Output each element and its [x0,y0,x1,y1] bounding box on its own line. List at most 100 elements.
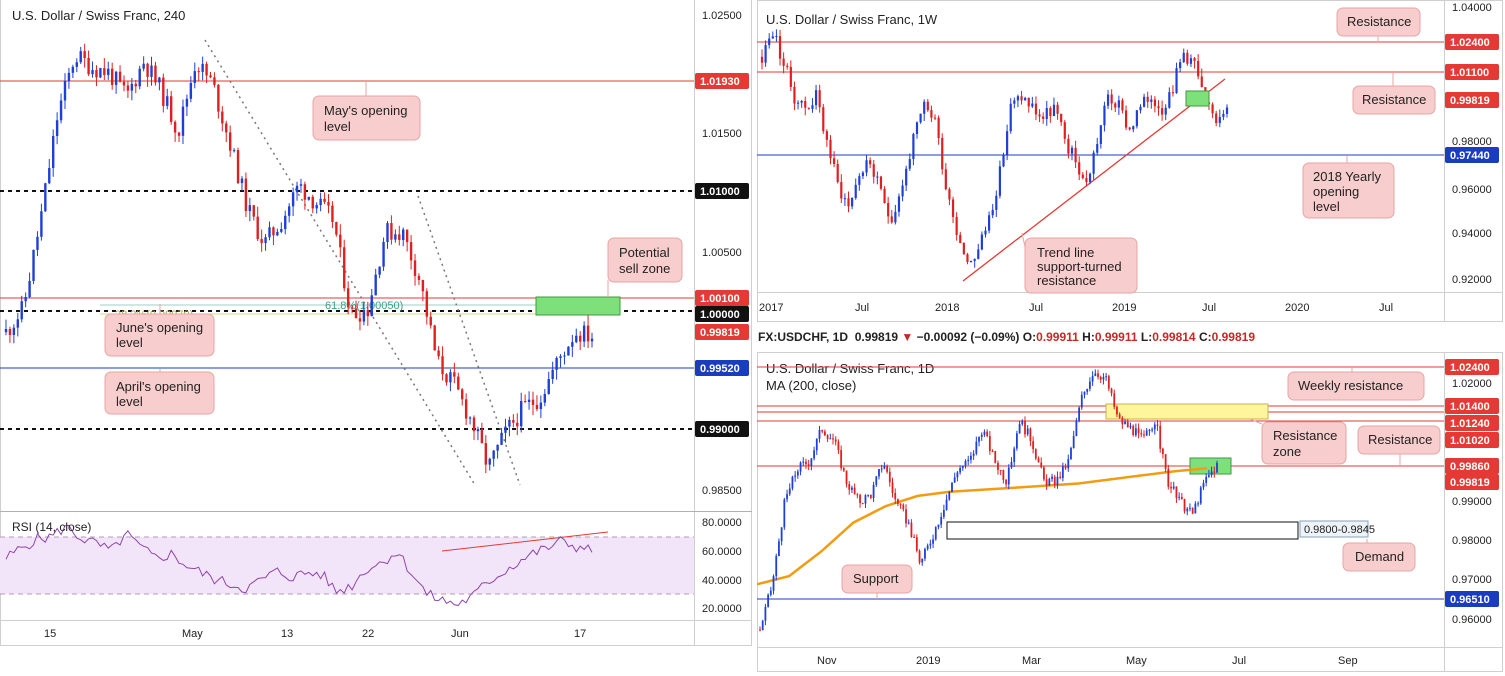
h4-price-tags: 1.01930 1.01000 1.00100 1.00000 0.99819 … [695,73,749,437]
candle [398,225,401,246]
candle [1153,96,1157,113]
candle [847,191,850,213]
candle [948,187,951,206]
candle [980,231,983,251]
candle [480,422,484,444]
candle [520,392,523,433]
candle [95,65,98,87]
candle [788,483,791,496]
candle [890,210,893,224]
demand-range-label-box [1299,520,1369,538]
daily-candles [759,369,1218,632]
weekly-time-axis[interactable]: 2017 Jul 2018 Jul 2019 Jul 2020 Jul [759,302,1393,314]
candle [984,226,987,238]
h4-price-tick: 1.00500 [702,247,742,259]
rsi-line [5,524,593,606]
candle [1205,473,1208,487]
rsi-tick: 60.0000 [702,546,742,558]
candle [883,186,886,204]
svg-text:resistance: resistance [1037,273,1096,288]
candle [531,391,535,416]
candle [12,324,16,344]
candle [1118,412,1121,419]
candle [967,455,970,466]
candle [805,458,807,469]
h4-time-axis[interactable]: 15 May 13 22 Jun 17 [44,628,586,640]
candle [818,425,821,443]
candle [571,334,574,357]
candle [205,61,208,84]
rsi-tick: 80.0000 [702,517,742,529]
candle [832,151,836,168]
candle [358,310,362,331]
weekly-price-tick: 1.04000 [1452,2,1492,14]
candle [402,227,405,247]
daily-price-tag: 0.96510 [1450,594,1490,606]
weekly-price-tag: 1.02400 [1450,37,1490,49]
candle [445,373,448,386]
candle [1072,430,1075,449]
rsi-axis[interactable]: 80.0000 60.0000 40.0000 20.0000 [702,517,742,615]
weekly-time-tick: 2017 [759,302,783,314]
candle [413,253,417,286]
candle [977,243,980,260]
daily-chart-panel[interactable]: U.S. Dollar / Swiss Franc, 1D MA (200, c… [757,352,1503,672]
candle [953,472,956,483]
candle [579,331,582,351]
candle [856,492,859,499]
candle [244,172,248,217]
candle [978,436,980,447]
candle [988,431,991,455]
candle [921,558,924,566]
candle [582,321,586,348]
candle [590,332,594,348]
weekly-price-axis[interactable]: 1.04000 0.98000 0.96000 0.94000 0.92000 [1452,2,1492,286]
candle [764,603,767,626]
candle [1063,119,1066,144]
candle [1143,430,1145,438]
daily-price-tag: 1.01400 [1450,401,1490,413]
candle [810,458,813,471]
note-weekly-resistance-top: Resistance [1336,7,1421,42]
candle [962,242,965,255]
weekly-chart-panel[interactable]: U.S. Dollar / Swiss Franc, 1W 1.04000 0.… [757,0,1503,322]
candle [449,369,452,392]
candle [840,445,843,471]
candle [848,481,851,495]
weekly-time-tick: Jul [1379,302,1393,314]
symbol-label: FX:USDCHF, 1D [758,330,849,344]
candle [1037,456,1040,463]
candle [4,319,8,336]
candle [778,29,782,66]
candle [110,62,114,90]
note-aprils-opening-level: April's opening level [104,369,215,415]
svg-text:opening: opening [1313,184,1359,199]
candle [1116,405,1118,418]
weekly-price-tag: 1.01100 [1450,67,1489,79]
candle [1210,466,1213,478]
note-daily-resistance: Resistance [1357,425,1441,466]
svg-text:support-turned: support-turned [1037,259,1122,274]
last-price: 0.99819 [854,330,899,344]
candle [1009,98,1012,134]
note-potential-sell-zone: Potential sell zone [607,237,683,297]
candle [942,504,945,520]
svg-text:Weekly resistance: Weekly resistance [1298,378,1403,393]
candle [1207,469,1210,478]
candle [138,65,141,90]
h4-price-axis[interactable]: 1.02500 1.01500 1.00500 0.98500 [702,10,742,497]
candle [476,426,480,441]
candle [997,460,999,475]
candle [1132,125,1135,133]
candle [902,503,905,512]
daily-time-axis[interactable]: Nov 2019 Mar May Jul Sep [817,655,1358,667]
h4-chart-panel[interactable]: U.S. Dollar / Swiss Franc, 240 1.02500 1… [0,0,752,646]
daily-price-axis[interactable]: 1.02000 0.99000 0.98000 0.97000 0.96000 [1452,378,1492,626]
candle [934,526,937,541]
candle [1135,110,1138,129]
candle [859,493,861,508]
daily-price-tag: 1.02400 [1450,362,1490,374]
candle [1045,474,1048,490]
candle [63,73,67,109]
weekly-time-tick: 2019 [1112,302,1136,314]
